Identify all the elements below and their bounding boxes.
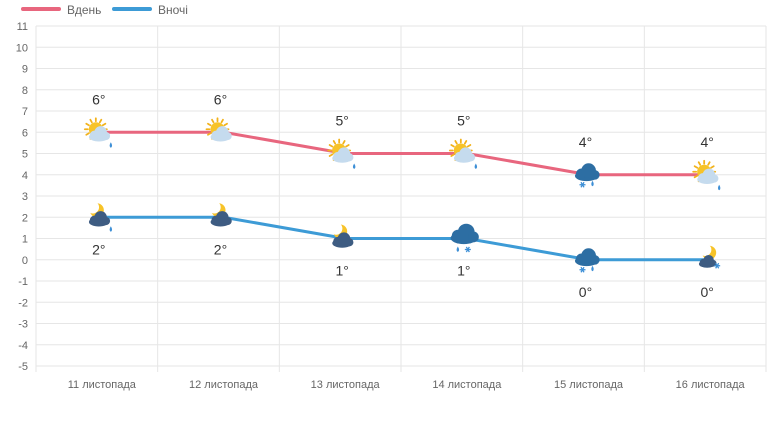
grid [35,25,767,372]
y-tick-label: -5 [18,361,28,373]
y-tick-label: 7 [22,106,28,118]
y-tick-label: 8 [22,85,28,97]
cloud-rain-snow-icon [450,223,479,253]
legend-swatch-night [112,7,152,11]
moon-cloud-icon [208,201,232,227]
x-tick-label: 12 листопада [189,379,259,391]
moon-cloud-snow-icon [698,243,721,269]
legend-swatch-day [21,7,61,11]
y-tick-label: -1 [18,276,28,288]
x-tick-label: 13 листопада [311,379,381,391]
cloud-snow-icon [574,248,600,273]
legend: Вдень Вночі [21,3,188,17]
series-line-night [101,215,711,262]
data-label-night: 0° [579,284,592,300]
y-tick-label: 1 [22,234,28,246]
weather-icons [83,117,721,273]
legend-item-night[interactable]: Вночі [112,3,188,17]
y-tick-label: -2 [18,297,28,309]
sun-cloud-rain-icon [83,117,113,148]
data-label-day: 4° [700,134,713,150]
x-tick-label: 11 листопада [68,379,137,391]
data-label-night: 2° [92,241,105,257]
y-tick-label: 3 [22,191,28,203]
data-label-day: 6° [92,91,105,107]
y-tick-label: 4 [22,170,28,182]
data-label-night: 2° [214,241,227,257]
y-tick-label: -4 [18,340,28,352]
sun-cloud-rain-icon [692,159,721,191]
series-lines [101,130,711,262]
x-tick-label: 14 листопада [432,379,502,391]
y-tick-label: 2 [22,212,28,224]
y-tick-label: 5 [22,149,28,161]
sun-cloud-rain-icon [327,138,356,169]
data-label-night: 0° [700,284,713,300]
y-tick-label: 6 [22,127,28,139]
y-tick-label: 11 [17,21,28,33]
data-labels: 6° 6° 5° 5° 4° 4° 2° 2° 1° 1° 0° 0° [92,91,714,300]
data-label-day: 5° [335,113,348,129]
data-label-night: 1° [335,263,348,279]
data-label-day: 4° [579,134,592,150]
y-tick-label: 9 [22,64,28,76]
data-label-night: 1° [457,263,470,279]
moon-cloud-rain-icon [86,201,113,232]
y-tick-label: 10 [16,42,28,54]
sun-cloud-rain-icon [448,138,478,169]
legend-label-night: Вночі [158,3,188,17]
data-label-day: 5° [457,113,470,129]
y-tick-label: -3 [18,319,28,331]
cloud-snow-icon [574,163,600,188]
moon-cloud-icon [329,222,354,248]
x-tick-label: 16 листопада [676,379,746,391]
series-line-day [101,130,711,177]
y-tick-label: 0 [22,255,28,267]
x-axis-ticks: 11 листопада 12 листопада 13 листопада 14 л… [68,379,746,391]
data-label-day: 6° [214,91,227,107]
legend-label-day: Вдень [67,3,101,17]
x-tick-label: 15 листопада [554,379,624,391]
sun-cloud-icon [205,117,232,142]
legend-item-day[interactable]: Вдень [21,3,101,17]
